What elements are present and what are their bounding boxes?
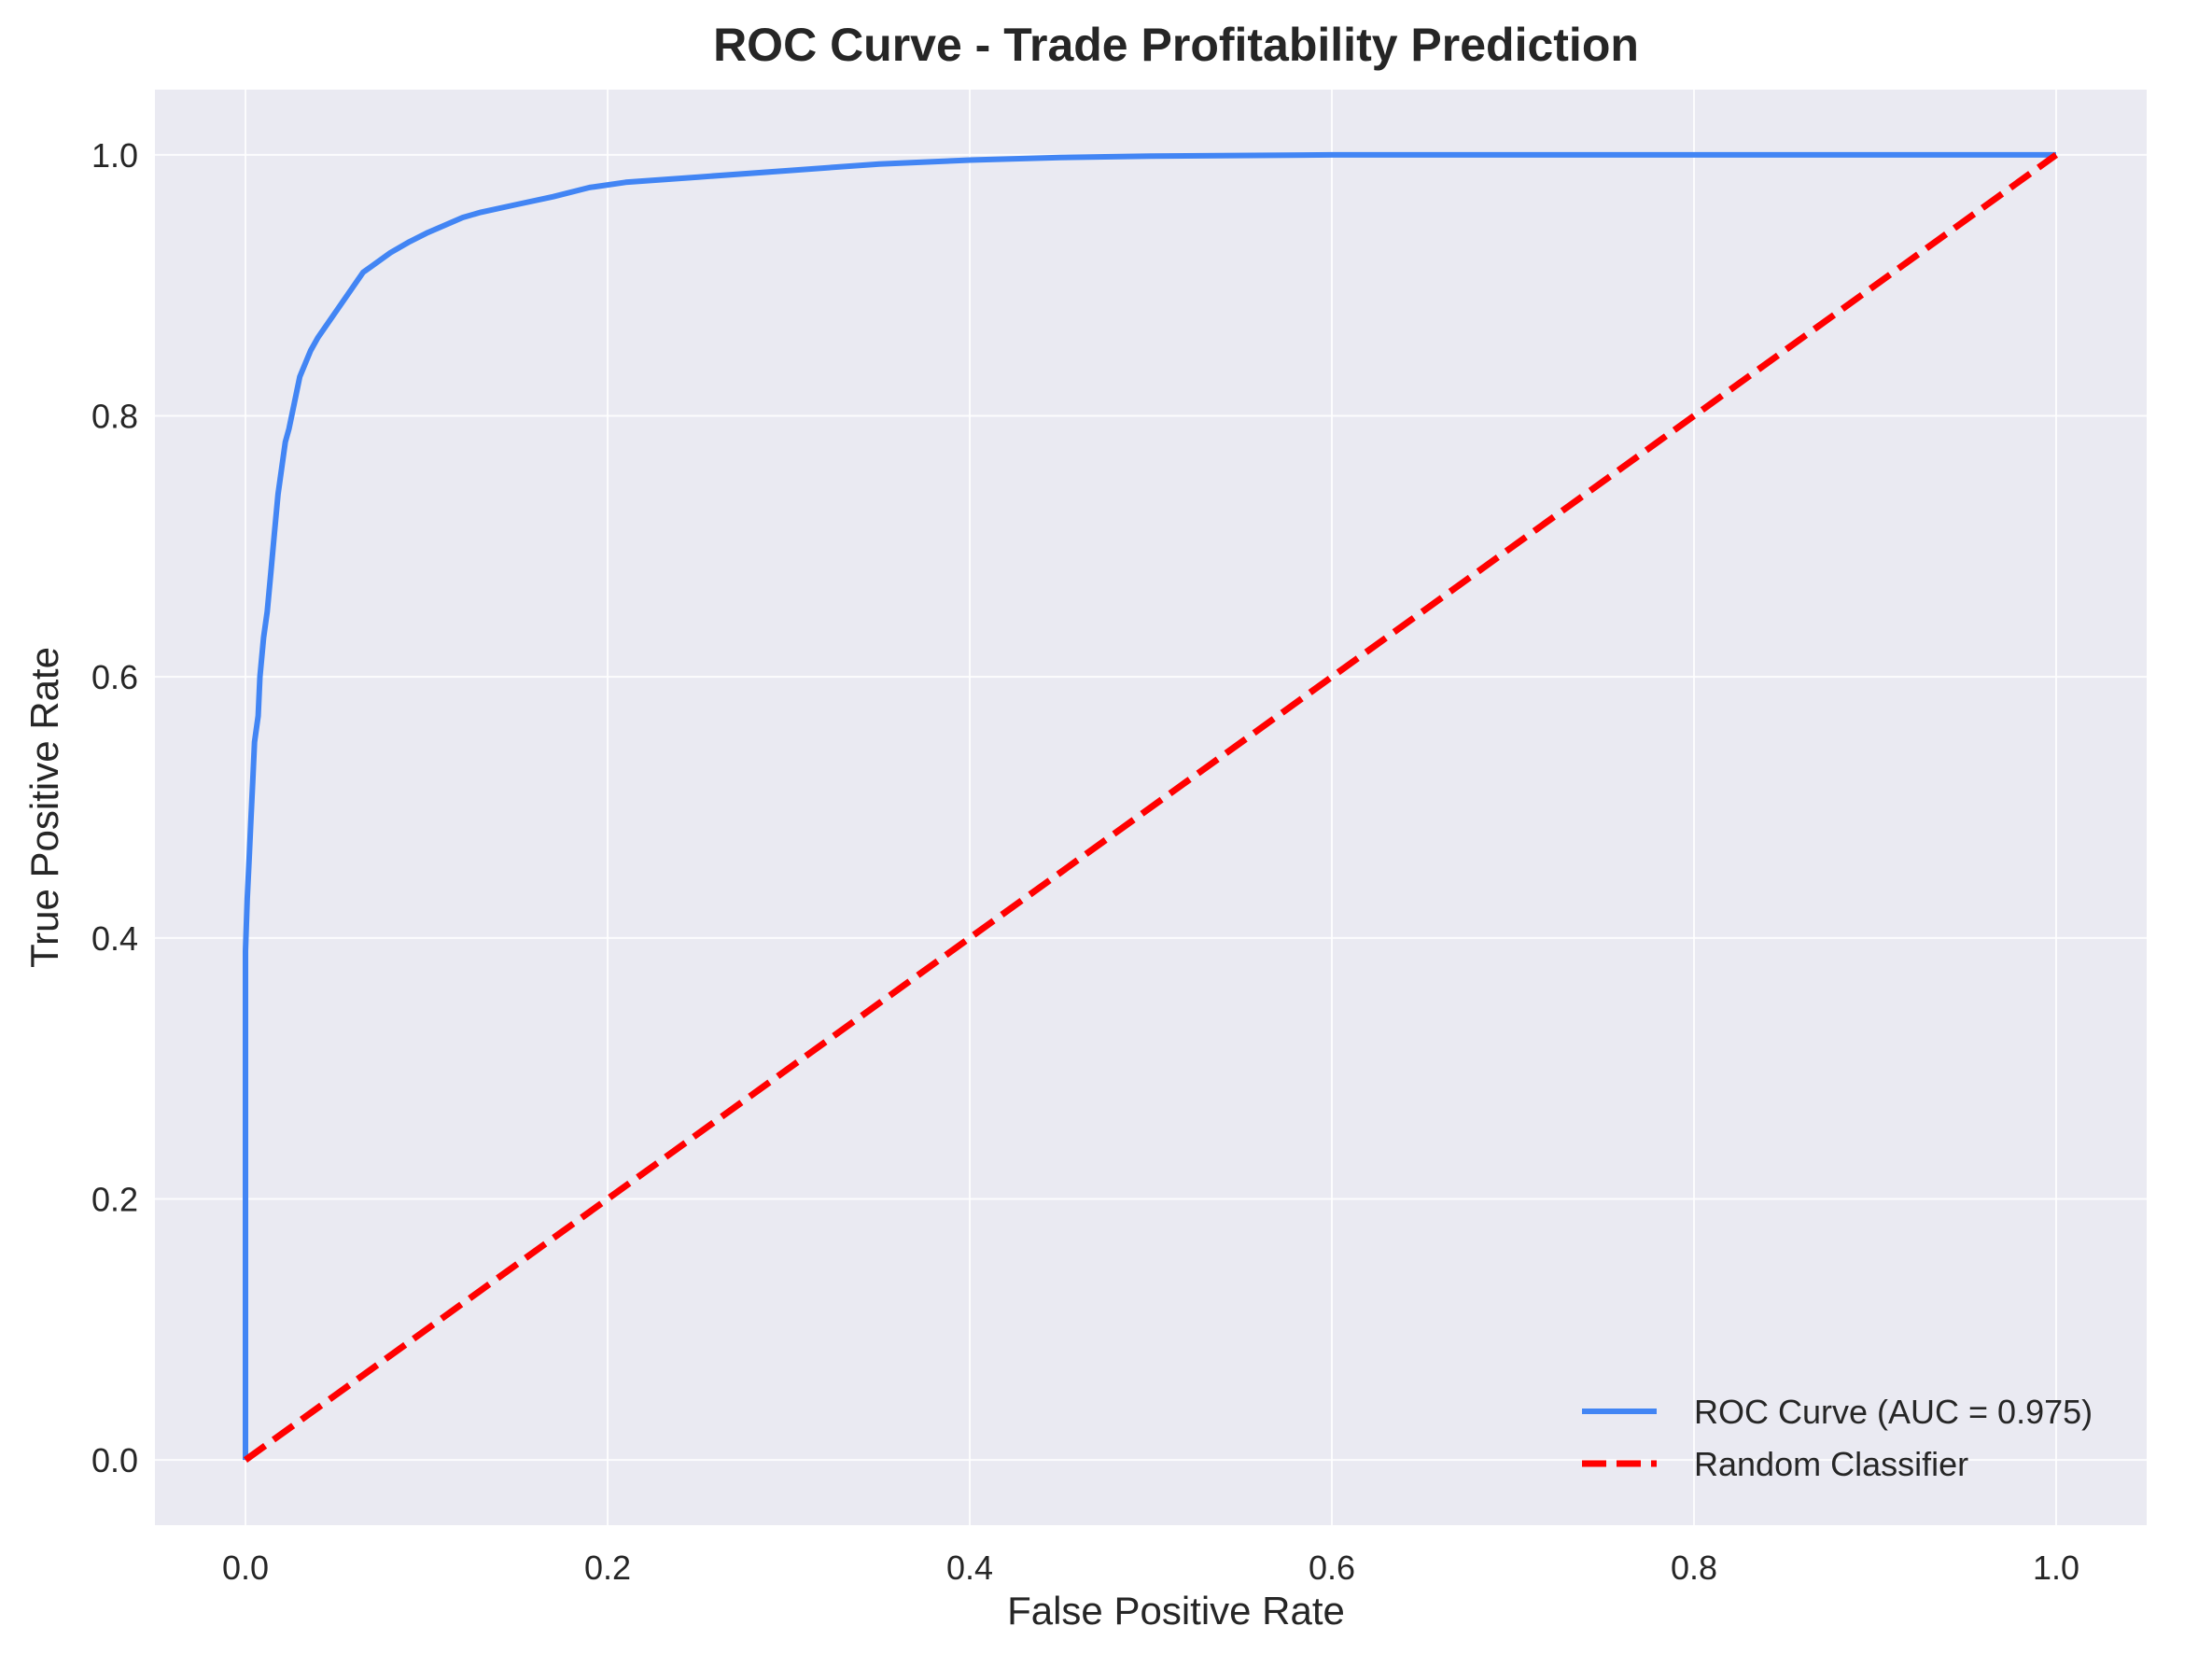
x-tick-label-5: 1.0 (2033, 1549, 2079, 1587)
y-axis-label: True Positive Rate (22, 647, 66, 968)
y-tick-label-0: 0.0 (91, 1441, 138, 1479)
x-tick-label-2: 0.4 (946, 1549, 993, 1587)
chart-title: ROC Curve - Trade Profitability Predicti… (713, 19, 1639, 71)
y-tick-label-2: 0.4 (91, 919, 138, 958)
legend: ROC Curve (AUC = 0.975) Random Classifier (1582, 1393, 2093, 1483)
x-tick-label-1: 0.2 (584, 1549, 631, 1587)
y-tick-label-3: 0.6 (91, 658, 138, 696)
x-axis-label: False Positive Rate (1007, 1589, 1345, 1633)
series-line-1 (243, 152, 2059, 1463)
y-tick-label-1: 0.2 (91, 1180, 138, 1218)
y-tick-label-5: 1.0 (91, 136, 138, 175)
y-tick-label-4: 0.8 (91, 398, 138, 436)
x-tick-label-0: 0.0 (222, 1549, 269, 1587)
x-tick-label-3: 0.6 (1309, 1549, 1355, 1587)
legend-label-1: Random Classifier (1694, 1445, 1968, 1483)
series-layer (243, 151, 2059, 1463)
x-tick-label-4: 0.8 (1671, 1549, 1717, 1587)
series-line-0 (243, 151, 2056, 1461)
legend-label-0: ROC Curve (AUC = 0.975) (1694, 1393, 2093, 1431)
tick-labels: 0.0 0.2 0.4 0.6 0.8 1.0 0.0 0.2 0.4 0.6 0.8 1.0 (91, 136, 2079, 1587)
